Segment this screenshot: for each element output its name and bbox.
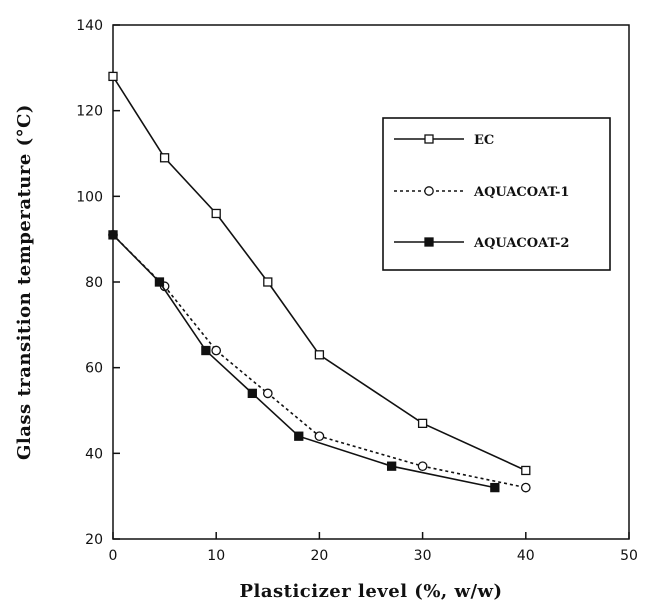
series-aquacoat-2 [108, 230, 500, 493]
axis-ticks: 0 10 20 30 40 50 20 40 60 80 100 120 140 [76, 18, 638, 564]
data-point [417, 461, 428, 472]
x-tick-label: 50 [620, 548, 638, 564]
y-axis-title: Glass transition temperature (°C) [14, 104, 35, 460]
legend-label: AQUACOAT-1 [473, 185, 569, 200]
data-point [417, 418, 428, 429]
series-line [112, 234, 496, 489]
data-point [386, 461, 397, 471]
x-tick-label: 20 [310, 548, 328, 564]
y-tick-label: 100 [76, 189, 103, 205]
legend-item: EC [394, 133, 494, 148]
legend-item: AQUACOAT-1 [394, 185, 569, 200]
x-tick-label: 0 [109, 548, 118, 564]
x-tick-label: 40 [517, 548, 535, 564]
data-point [490, 482, 500, 493]
y-tick-label: 60 [85, 361, 103, 377]
data-point [314, 431, 325, 442]
data-point [521, 465, 531, 476]
data-point [211, 345, 222, 356]
data-point [247, 388, 257, 399]
data-point [154, 277, 165, 287]
x-tick-label: 10 [207, 548, 225, 564]
series-layer [108, 71, 531, 493]
y-tick-label: 80 [85, 275, 103, 291]
data-point [294, 431, 304, 441]
legend: EC AQUACOAT-1 AQUACOAT-2 [382, 117, 611, 271]
legend-label: AQUACOAT-2 [473, 236, 569, 251]
data-point [159, 153, 170, 163]
series-line [112, 234, 526, 489]
x-tick-label: 30 [414, 548, 432, 564]
legend-item: AQUACOAT-2 [394, 236, 569, 251]
legend-marker [424, 134, 434, 144]
legend-marker [424, 186, 434, 196]
legend-label: EC [474, 133, 494, 148]
data-point [108, 230, 118, 240]
y-tick-label: 140 [76, 18, 103, 34]
data-point [211, 208, 221, 219]
data-point [108, 71, 118, 82]
legend-box [382, 117, 611, 271]
plot-frame [112, 24, 630, 540]
data-point [262, 388, 273, 399]
data-point [314, 350, 325, 360]
data-point [201, 345, 211, 356]
data-point [520, 482, 531, 493]
data-point [263, 277, 273, 287]
x-axis-title: Plasticizer level (%, w/w) [239, 581, 502, 602]
series-ec [108, 71, 531, 476]
y-tick-label: 120 [76, 104, 103, 120]
legend-marker [424, 237, 434, 247]
y-tick-label: 40 [85, 446, 103, 462]
y-tick-label: 20 [85, 532, 103, 548]
